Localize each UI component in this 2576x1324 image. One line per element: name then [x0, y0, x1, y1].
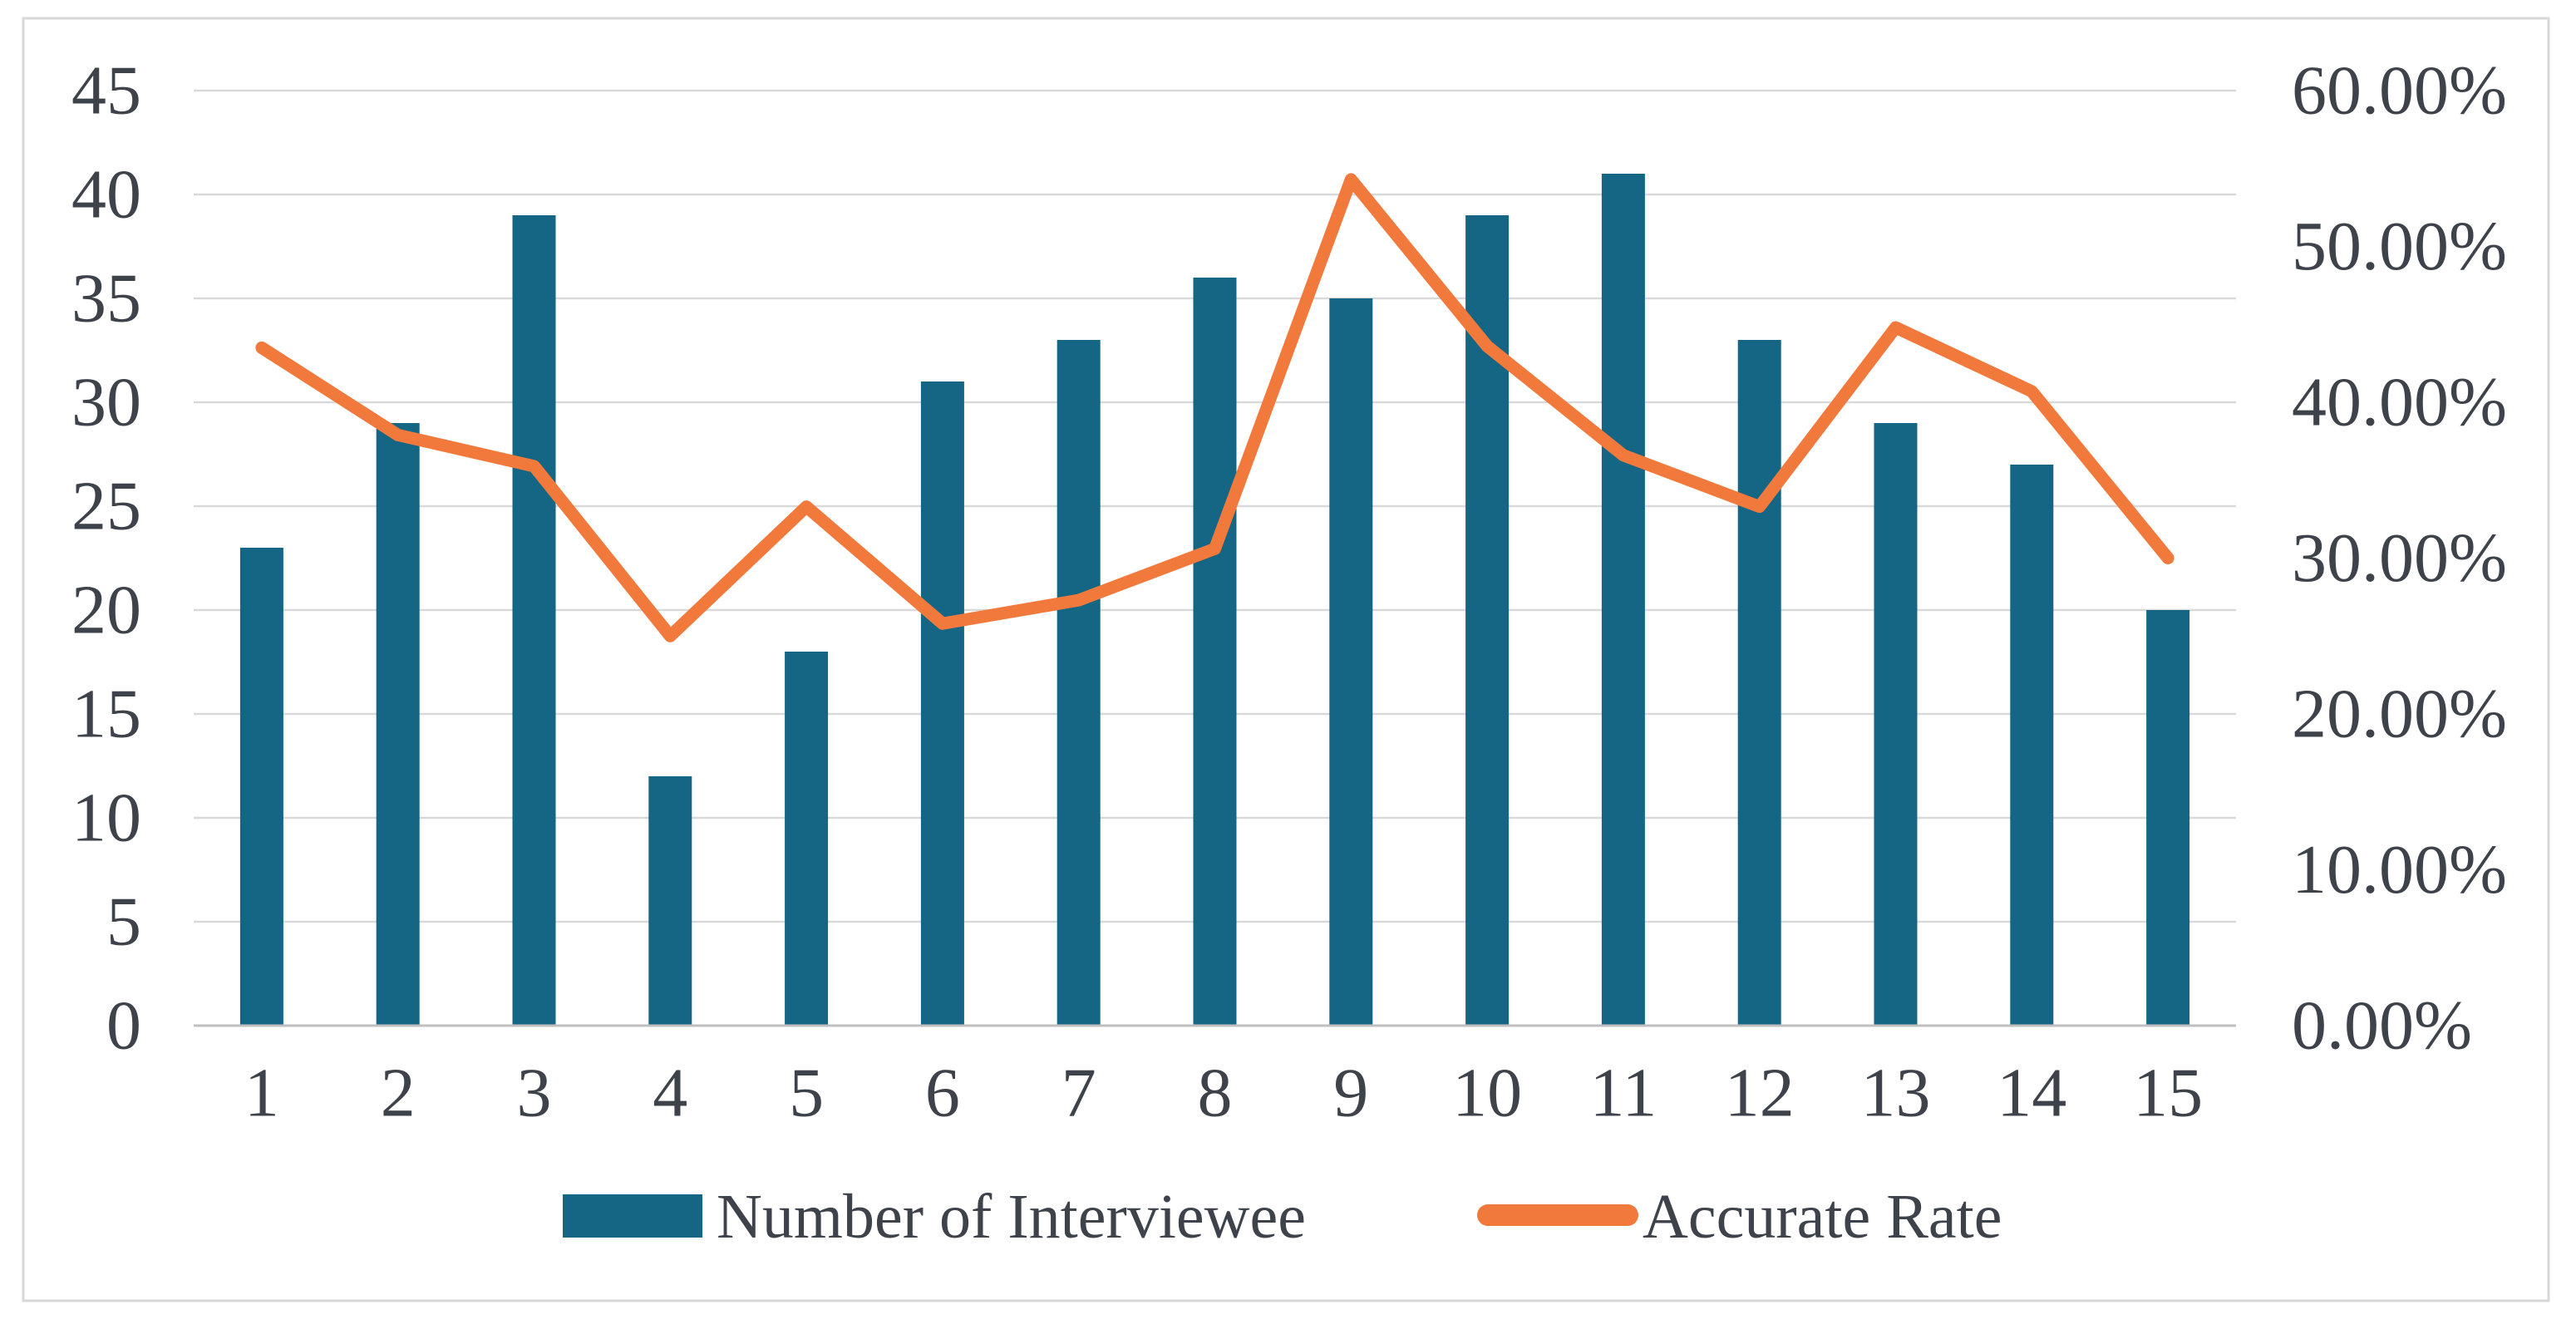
category-label: 9	[1333, 1055, 1368, 1132]
category-axis-labels: 1 2 3 4 5 6 7 8 9 10 11 12 13 14 15	[244, 1055, 2203, 1132]
category-label: 6	[925, 1055, 960, 1132]
category-label: 15	[2133, 1055, 2203, 1132]
left-axis-tick-label: 40	[71, 156, 141, 234]
legend-line-label: Accurate Rate	[1643, 1182, 2002, 1252]
bar	[1737, 340, 1781, 1026]
left-axis-tick-labels: 0 5 10 15 20 25 30 35 40 45	[71, 52, 141, 1065]
right-axis-tick-label: 50.00%	[2292, 208, 2507, 285]
category-label: 5	[789, 1055, 824, 1132]
left-axis-tick-label: 15	[71, 676, 141, 753]
right-axis-tick-label: 0.00%	[2292, 987, 2472, 1065]
left-axis-tick-label: 5	[106, 883, 141, 961]
bar	[785, 652, 829, 1026]
category-label: 13	[1861, 1055, 1931, 1132]
category-label: 12	[1725, 1055, 1795, 1132]
category-label: 14	[1997, 1055, 2066, 1132]
category-label: 4	[653, 1055, 687, 1132]
bar	[1601, 174, 1645, 1026]
bar	[376, 423, 420, 1026]
right-axis-tick-label: 40.00%	[2292, 364, 2507, 441]
category-label: 1	[244, 1055, 279, 1132]
category-label: 7	[1061, 1055, 1096, 1132]
right-axis-tick-label: 60.00%	[2292, 52, 2507, 130]
legend: Number of Interviewee Accurate Rate	[563, 1182, 2002, 1252]
bar	[512, 215, 556, 1026]
line-series	[255, 173, 2175, 642]
category-label: 8	[1198, 1055, 1233, 1132]
accurate-rate-line	[255, 173, 2175, 642]
bar	[648, 776, 692, 1026]
bar	[1057, 340, 1101, 1026]
left-axis-tick-label: 10	[71, 780, 141, 857]
category-label: 11	[1589, 1055, 1657, 1132]
bar	[2010, 465, 2054, 1026]
category-label: 2	[381, 1055, 416, 1132]
legend-bar-label: Number of Interviewee	[717, 1182, 1306, 1252]
bar	[239, 548, 283, 1026]
legend-bar-swatch	[563, 1194, 702, 1238]
right-axis-tick-label: 10.00%	[2292, 831, 2507, 908]
bar	[920, 381, 964, 1026]
right-axis-tick-label: 30.00%	[2292, 519, 2507, 597]
bar	[1874, 423, 1918, 1026]
category-label: 3	[517, 1055, 552, 1132]
left-axis-tick-label: 0	[106, 987, 141, 1065]
left-axis-tick-label: 45	[71, 52, 141, 130]
left-axis-tick-label: 30	[71, 364, 141, 441]
bar	[2146, 610, 2190, 1026]
left-axis-tick-label: 20	[71, 572, 141, 649]
chart-border	[22, 17, 2550, 1302]
bar	[1193, 278, 1237, 1026]
left-axis-tick-label: 35	[71, 260, 141, 337]
left-axis-tick-label: 25	[71, 468, 141, 545]
category-label: 10	[1452, 1055, 1522, 1132]
bar	[1329, 298, 1373, 1026]
right-axis-tick-labels: 0.00% 10.00% 20.00% 30.00% 40.00% 50.00% 60.00…	[2292, 52, 2507, 1065]
bar-series	[239, 174, 2190, 1026]
right-axis-tick-label: 20.00%	[2292, 676, 2507, 753]
